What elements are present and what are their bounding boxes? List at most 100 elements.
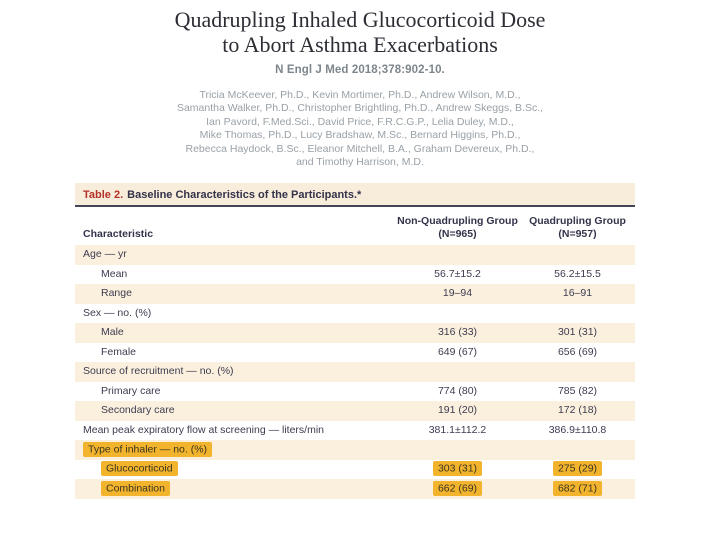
table-row: Source of recruitment — no. (%) [75, 362, 635, 382]
cell-text: Male [101, 326, 124, 338]
highlighted-text: 662 (69) [432, 480, 483, 496]
paper-title-line1: Quadrupling Inhaled Glucocorticoid Dose [174, 7, 546, 32]
cell-text: 381.1±112.2 [428, 423, 487, 436]
cell-text: Primary care [101, 384, 161, 397]
cell-characteristic: Range [75, 284, 395, 304]
cell-non-quadrupling-value: 191 (20) [395, 401, 520, 421]
cell-text: 656 (69) [557, 345, 598, 358]
cell-characteristic: Age — yr [75, 245, 395, 265]
author-line: Tricia McKeever, Ph.D., Kevin Mortimer, … [199, 89, 521, 101]
group1-n: (N=965) [438, 227, 477, 240]
highlighted-text: Type of inhaler — no. (%) [83, 441, 213, 457]
cell-non-quadrupling-value [395, 362, 520, 382]
cell-non-quadrupling-value [395, 304, 520, 324]
table-row: Male 316 (33) 301 (31) [75, 323, 635, 343]
author-list: Tricia McKeever, Ph.D., Kevin Mortimer, … [0, 89, 720, 169]
cell-text: 301 (31) [557, 326, 598, 338]
table-row: Secondary care 191 (20) 172 (18) [75, 401, 635, 421]
cell-text: 774 (80) [437, 384, 478, 397]
cell-non-quadrupling-value: 662 (69) [395, 479, 520, 499]
table-title: Baseline Characteristics of the Particip… [127, 189, 362, 201]
cell-text: Age — yr [83, 248, 127, 260]
highlighted-text: Combination [101, 480, 170, 496]
cell-characteristic: Glucocorticoid [75, 460, 395, 480]
author-line: Mike Thomas, Ph.D., Lucy Bradshaw, M.Sc.… [199, 129, 521, 142]
cell-non-quadrupling-value: 56.7±15.2 [395, 265, 520, 285]
author-line: and Timothy Harrison, M.D. [296, 156, 424, 169]
cell-quadrupling-value: 56.2±15.5 [520, 265, 635, 285]
cell-non-quadrupling-value: 316 (33) [395, 323, 520, 343]
cell-text: 785 (82) [557, 384, 598, 397]
cell-non-quadrupling-value: 381.1±112.2 [395, 421, 520, 441]
column-header-characteristic: Characteristic [83, 228, 154, 240]
cell-text: Range [101, 287, 132, 299]
highlighted-text: 303 (31) [432, 461, 483, 476]
table-row: Primary care 774 (80) 785 (82) [75, 381, 635, 402]
cell-text: 191 (20) [437, 404, 478, 416]
table-row: Mean 56.7±15.2 56.2±15.5 [75, 264, 635, 285]
journal-citation: N Engl J Med 2018;378:902-10. [275, 64, 445, 76]
table-title-band: Table 2. Baseline Characteristics of the … [75, 183, 635, 207]
cell-non-quadrupling-value [395, 245, 520, 265]
author-line: Rebecca Haydock, B.Sc., Eleanor Mitchell… [185, 142, 535, 155]
column-header-quadrupling: Quadrupling Group (N=957) [520, 215, 635, 240]
cell-text: 56.7±15.2 [434, 267, 481, 280]
cell-characteristic: Secondary care [75, 401, 395, 421]
cell-text: 172 (18) [557, 404, 598, 416]
cell-quadrupling-value: 656 (69) [520, 343, 635, 363]
group2-n: (N=957) [558, 227, 597, 240]
cell-text: Sex — no. (%) [83, 306, 152, 319]
table-row: Combination 662 (69) 682 (71) [75, 479, 635, 499]
group1-name: Non-Quadrupling Group [397, 215, 518, 227]
cell-characteristic: Mean peak expiratory flow at screening —… [75, 421, 395, 441]
table-row: Glucocorticoid 303 (31) 275 (29) [75, 459, 635, 480]
cell-quadrupling-value: 275 (29) [520, 460, 635, 480]
cell-text: 16–91 [562, 287, 593, 299]
cell-characteristic: Combination [75, 479, 395, 499]
cell-characteristic: Female [75, 343, 395, 363]
table-row: Range 19–94 16–91 [75, 284, 635, 304]
cell-non-quadrupling-value: 774 (80) [395, 382, 520, 402]
table-header-row: Characteristic Non-Quadrupling Group (N=… [75, 207, 635, 245]
highlighted-text: 682 (71) [552, 480, 603, 496]
cell-characteristic: Mean [75, 265, 395, 285]
author-line: Ian Pavord, F.Med.Sci., David Price, F.R… [206, 115, 514, 128]
cell-text: Source of recruitment — no. (%) [83, 365, 234, 377]
table-row: Age — yr [75, 245, 635, 265]
column-header-non-quadrupling: Non-Quadrupling Group (N=965) [395, 215, 520, 240]
cell-characteristic: Sex — no. (%) [75, 304, 395, 324]
cell-quadrupling-value: 301 (31) [520, 323, 635, 343]
cell-text: 649 (67) [437, 345, 478, 358]
cell-characteristic: Male [75, 323, 395, 343]
highlighted-text: 275 (29) [552, 461, 603, 476]
cell-text: 56.2±15.5 [554, 267, 601, 280]
cell-text: Mean peak expiratory flow at screening —… [83, 423, 325, 436]
cell-non-quadrupling-value: 649 (67) [395, 343, 520, 363]
cell-quadrupling-value [520, 440, 635, 460]
highlighted-text: Glucocorticoid [101, 461, 178, 476]
cell-quadrupling-value: 682 (71) [520, 479, 635, 499]
paper-title: Quadrupling Inhaled Glucocorticoid Dose t… [0, 7, 720, 57]
paper-title-line2: to Abort Asthma Exacerbations [222, 32, 498, 57]
cell-quadrupling-value: 16–91 [520, 284, 635, 304]
table-row: Sex — no. (%) [75, 303, 635, 324]
author-line: Samantha Walker, Ph.D., Christopher Brig… [176, 102, 544, 115]
cell-text: Secondary care [101, 404, 175, 416]
cell-text: Female [101, 345, 137, 358]
table-row: Mean peak expiratory flow at screening —… [75, 420, 635, 441]
cell-characteristic: Primary care [75, 382, 395, 402]
group2-name: Quadrupling Group [529, 215, 626, 227]
cell-quadrupling-value [520, 362, 635, 382]
cell-quadrupling-value: 386.9±110.8 [520, 421, 635, 441]
cell-non-quadrupling-value: 303 (31) [395, 460, 520, 480]
cell-quadrupling-value: 785 (82) [520, 382, 635, 402]
cell-quadrupling-value [520, 304, 635, 324]
cell-non-quadrupling-value [395, 440, 520, 460]
cell-text: 316 (33) [437, 326, 478, 338]
table-row: Female 649 (67) 656 (69) [75, 342, 635, 363]
cell-quadrupling-value [520, 245, 635, 265]
cell-characteristic: Type of inhaler — no. (%) [75, 440, 395, 460]
cell-text: 19–94 [442, 287, 473, 299]
cell-text: Mean [101, 267, 128, 280]
